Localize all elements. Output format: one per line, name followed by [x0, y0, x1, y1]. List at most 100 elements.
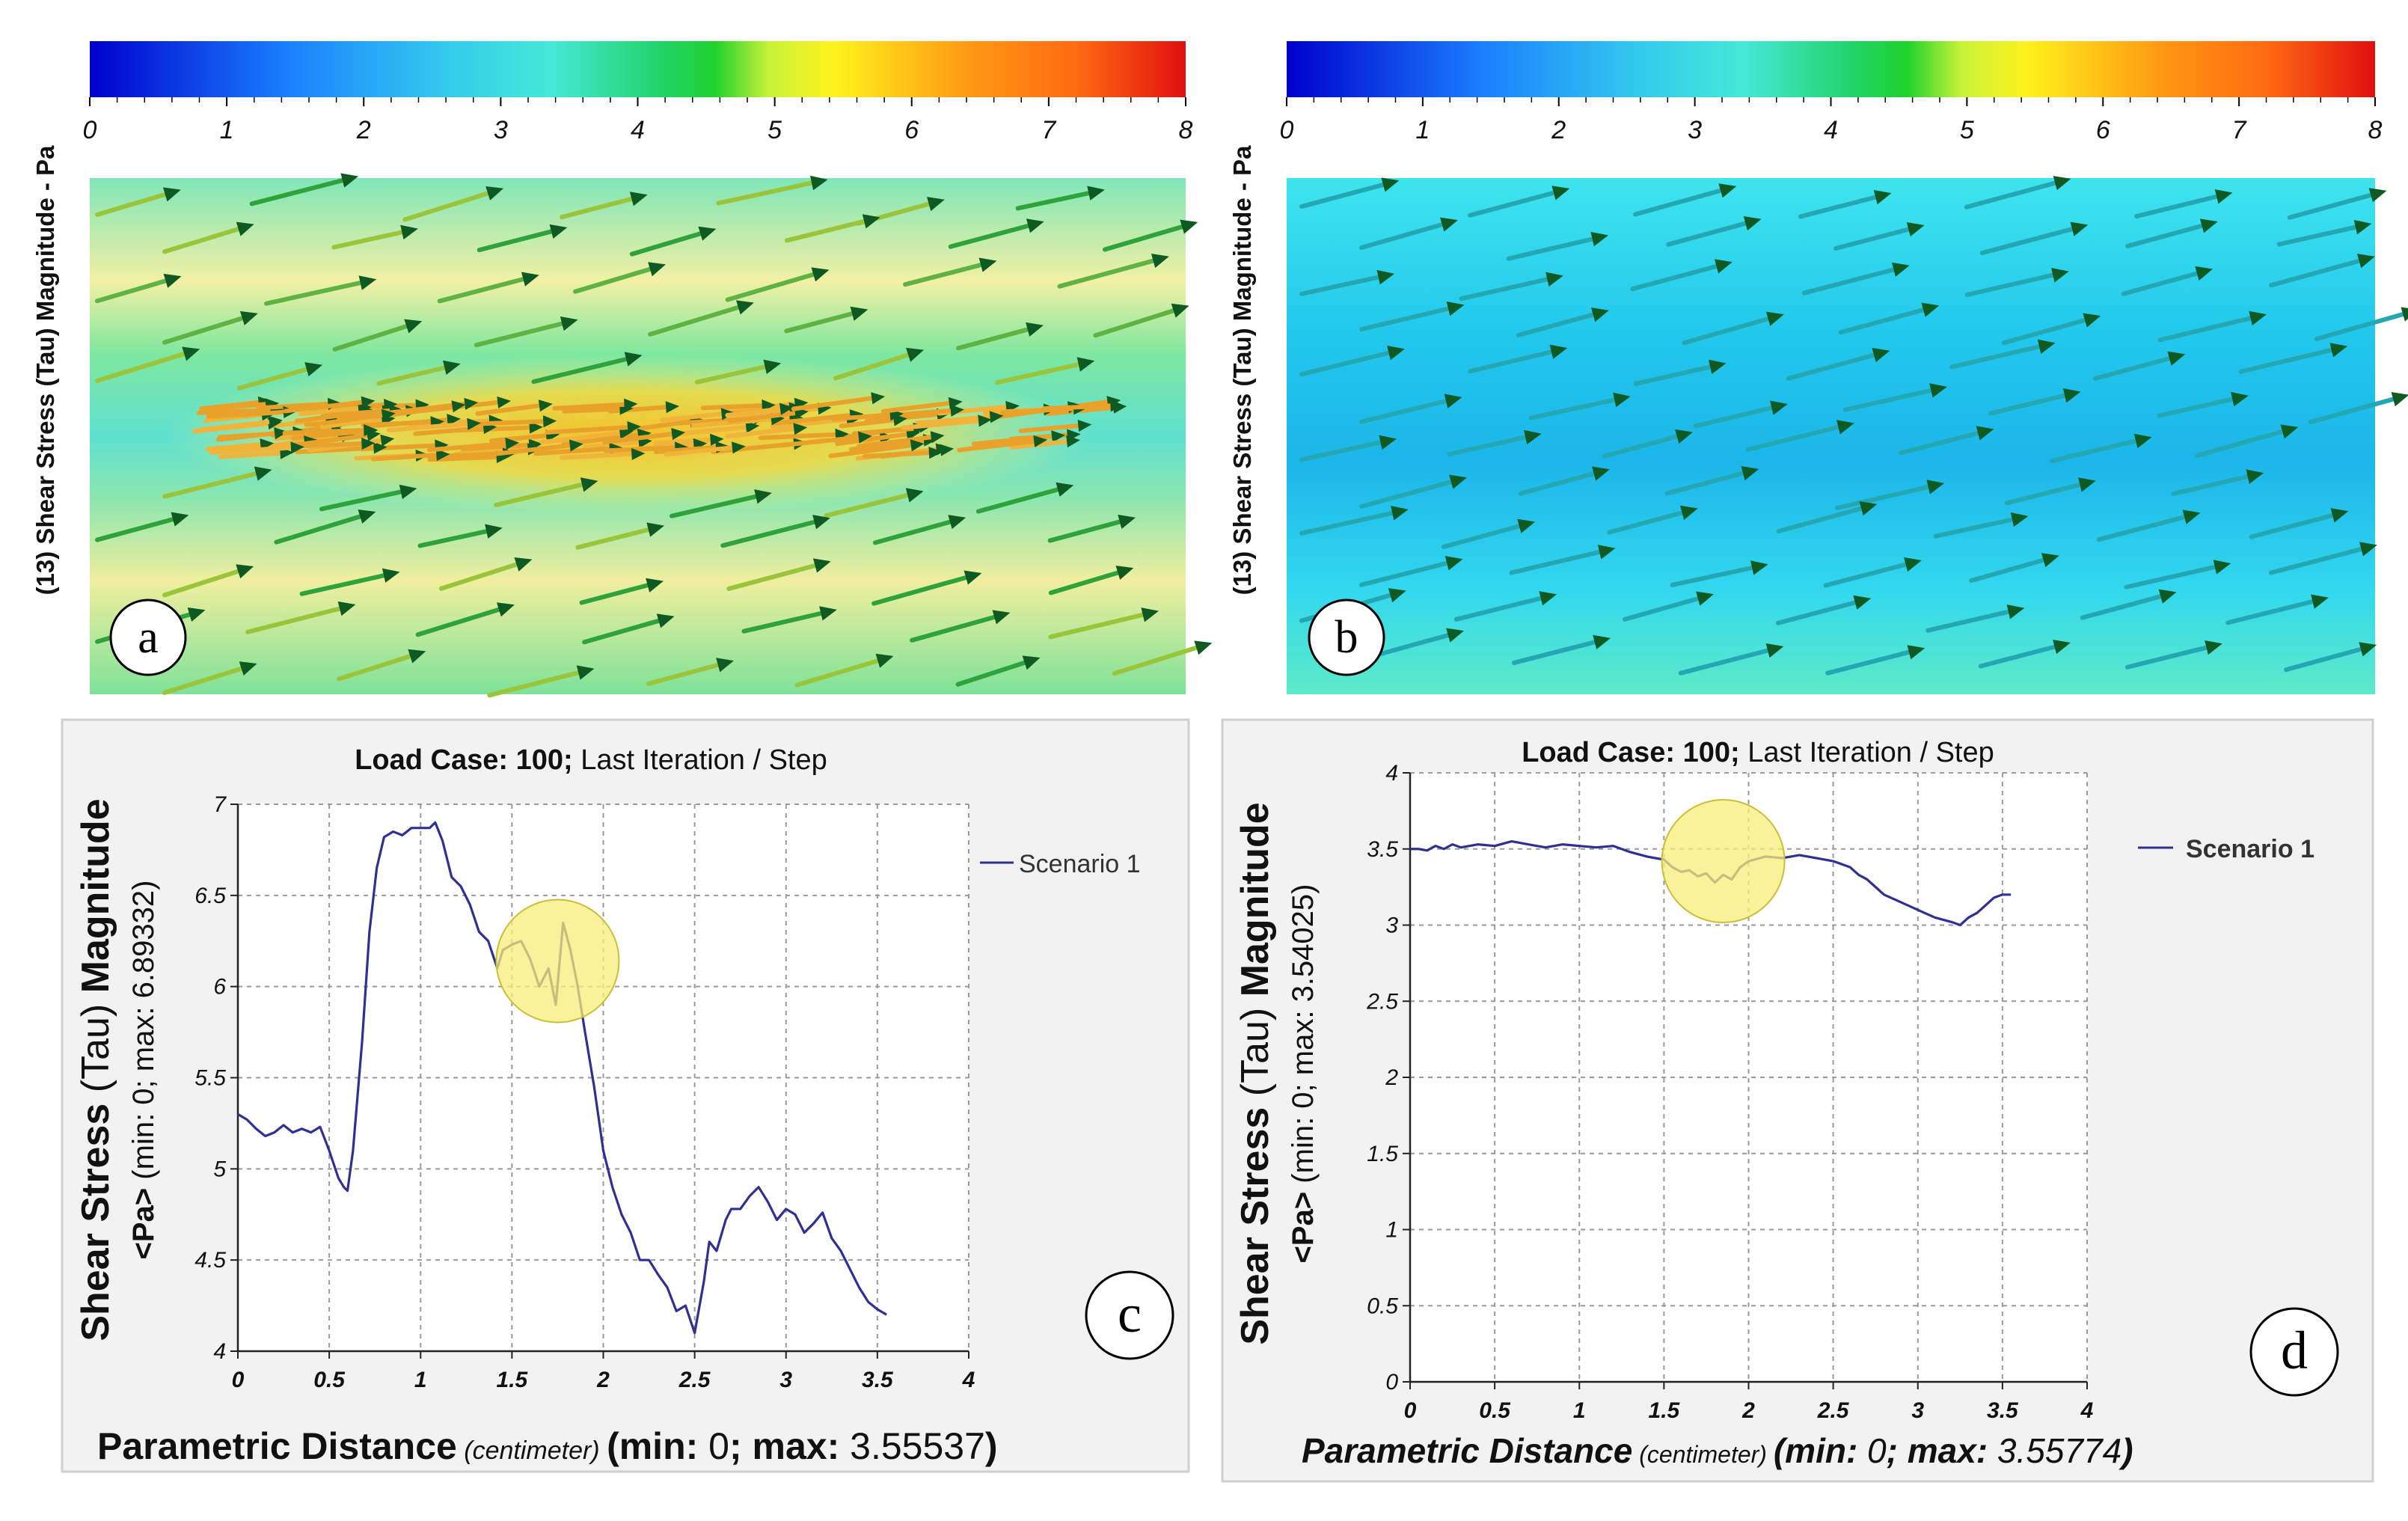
- velocity-arrow: [1633, 359, 1727, 386]
- velocity-arrow: [236, 362, 323, 391]
- velocity-arrow: [2002, 313, 2101, 346]
- velocity-arrow: [427, 438, 519, 453]
- colorbar-tick-label: 8: [2368, 116, 2383, 144]
- colorbar-tick-label: 1: [1415, 116, 1430, 144]
- velocity-arrow: [2125, 218, 2218, 248]
- velocity-arrow: [274, 509, 376, 545]
- velocity-arrow: [880, 397, 963, 414]
- velocity-arrow: [2096, 509, 2201, 542]
- velocity-arrow: [1801, 262, 1910, 296]
- colorbar-tick-label: 5: [1960, 116, 1974, 144]
- velocity-arrow: [1933, 512, 2029, 539]
- y-tick-label: 0: [1385, 1370, 1398, 1395]
- velocity-arrow: [1978, 640, 2071, 669]
- velocity-arrow: [1042, 400, 1124, 412]
- velocity-arrow: [1745, 420, 1854, 452]
- chart-d-ylabel: Shear Stress (Tau) Magnitude: [1234, 802, 1277, 1344]
- velocity-arrow: [487, 665, 595, 698]
- velocity-arrow: [1776, 501, 1878, 534]
- velocity-arrows-b: [1299, 176, 2408, 676]
- velocity-arrow: [1015, 186, 1105, 211]
- velocity-arrow: [2308, 392, 2408, 425]
- velocity-arrow: [1630, 259, 1733, 292]
- velocity-arrow: [337, 649, 426, 682]
- panel-label-a: a: [138, 612, 159, 663]
- velocity-arrow: [1299, 269, 1395, 296]
- velocity-arrow: [283, 396, 376, 414]
- velocity-arrow: [1506, 231, 1609, 261]
- chart-c-legend-label: Scenario 1: [1019, 850, 1141, 878]
- velocity-arrow: [720, 515, 830, 548]
- chart-c-title: Load Case: 100; Last Iteration / Step: [355, 744, 827, 776]
- chart-d: Load Case: 100; Last Iteration / Step Sh…: [1221, 718, 2374, 1483]
- velocity-arrow: [1842, 383, 1947, 412]
- velocity-arrow: [602, 428, 686, 444]
- velocity-arrow: [2124, 640, 2222, 670]
- velocity-arrow: [914, 411, 1004, 426]
- velocity-arrow: [474, 316, 578, 348]
- velocity-arrow: [209, 441, 304, 455]
- velocity-arrow: [1899, 426, 1994, 456]
- velocity-arrow: [376, 360, 461, 386]
- velocity-arrow: [249, 173, 359, 206]
- velocity-arrow: [162, 661, 257, 695]
- colorbar-b-ticks: 0 1 2 3 4 5 6 7 8: [1280, 97, 2383, 144]
- velocity-arrow: [791, 392, 886, 411]
- velocity-arrow: [475, 400, 553, 416]
- colorbar-tick-label: 6: [2096, 116, 2110, 144]
- y-tick-label: 5.5: [194, 1066, 226, 1091]
- velocity-arrow: [2157, 391, 2249, 418]
- velocity-arrow: [1299, 505, 1409, 536]
- velocity-arrow: [856, 431, 945, 449]
- velocity-arrow: [1459, 272, 1563, 302]
- chart-c-ylabel2: <Pa> (min: 0; max: 6.89332): [127, 881, 160, 1260]
- velocity-arrow: [872, 515, 966, 545]
- velocity-arrow: [2249, 508, 2349, 539]
- y-tick-label: 4.5: [194, 1248, 226, 1273]
- velocity-arrow: [1607, 505, 1698, 535]
- velocity-arrow: [1299, 435, 1397, 462]
- velocity-arrow: [1835, 480, 1945, 510]
- velocity-arrow: [2269, 254, 2375, 288]
- field-image-b: [1287, 178, 2375, 694]
- colorbar-a-ticks: 0 1 2 3 4 5 6 7 8: [83, 97, 1193, 144]
- velocity-arrow: [2268, 542, 2377, 575]
- velocity-arrow: [95, 273, 182, 304]
- velocity-arrow: [726, 558, 831, 591]
- velocity-arrow: [1529, 392, 1631, 420]
- velocity-arrow: [95, 187, 181, 217]
- panel-label-c: c: [1118, 1284, 1142, 1344]
- highlight-circle: [495, 899, 620, 1023]
- chart-c-plot: 0 0.5 1 1.5 2 2.5 3 3.5 4 4 4.5 5 5.5 6 6.5 7: [194, 792, 975, 1392]
- velocity-arrow: [560, 192, 648, 220]
- velocity-arrow: [1838, 302, 1940, 335]
- velocity-arrow: [1786, 348, 1890, 381]
- velocity-arrow: [386, 417, 481, 432]
- velocity-arrow: [402, 186, 504, 222]
- velocity-arrow: [1018, 419, 1092, 433]
- velocity-arrow: [1666, 216, 1762, 247]
- velocity-arrow: [1359, 301, 1465, 332]
- velocity-arrow: [162, 564, 254, 598]
- velocity-arrow: [2225, 594, 2329, 625]
- velocity-arrow: [910, 610, 1011, 643]
- velocity-arrow: [1112, 640, 1213, 676]
- velocity-arrow: [835, 428, 921, 447]
- velocity-arrow: [871, 570, 982, 606]
- x-tick-label: 2.5: [1817, 1398, 1850, 1423]
- x-tick-label: 2: [596, 1368, 610, 1392]
- x-tick-label: 4: [2080, 1398, 2094, 1423]
- velocity-arrow: [1359, 474, 1467, 509]
- x-tick-label: 0.5: [313, 1368, 346, 1392]
- velocity-arrow: [1964, 176, 2071, 209]
- velocity-arrow: [1442, 518, 1536, 549]
- velocity-arrow: [2121, 266, 2214, 296]
- velocity-arrow: [1798, 190, 1892, 219]
- velocity-arrow: [2238, 343, 2348, 374]
- velocity-arrow: [560, 447, 646, 461]
- velocity-arrow: [539, 426, 634, 445]
- velocity-arrow: [2080, 589, 2177, 620]
- velocity-arrow: [833, 347, 925, 381]
- velocity-arrow: [332, 319, 423, 352]
- y-tick-label: 1.5: [1367, 1142, 1398, 1166]
